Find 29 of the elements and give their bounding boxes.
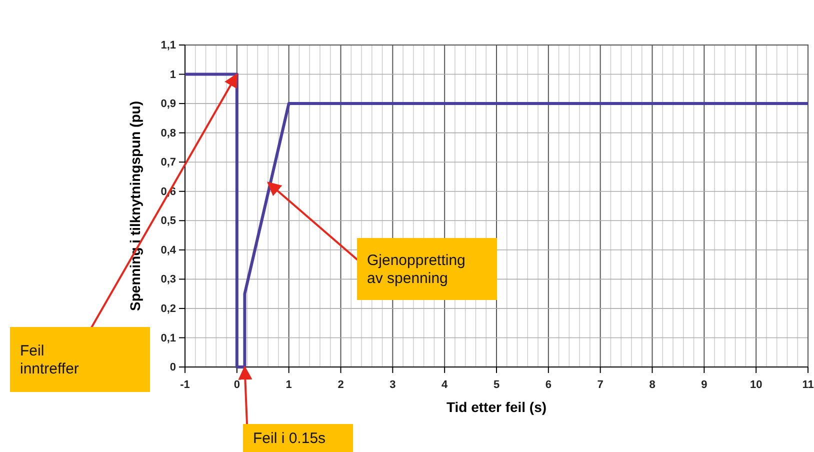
x-tick-label: 8 bbox=[649, 379, 656, 392]
x-tick-label: 9 bbox=[701, 379, 708, 392]
annotation: Gjenoppretting av spenning bbox=[367, 252, 466, 287]
y-tick-label: 0,5 bbox=[160, 215, 176, 228]
y-tick-label: 0 bbox=[170, 362, 176, 374]
y-tick-label: 0,2 bbox=[160, 302, 176, 315]
x-tick-label: -1 bbox=[180, 379, 190, 392]
annotation: Feil i 0.15s bbox=[253, 430, 326, 447]
y-tick-label: 0,1 bbox=[160, 332, 176, 344]
x-tick-label: 4 bbox=[442, 379, 449, 392]
x-tick-label: 5 bbox=[493, 379, 500, 392]
y-tick-label: 0,4 bbox=[160, 244, 177, 256]
x-tick-label: 11 bbox=[802, 379, 814, 392]
x-tick-label: 0 bbox=[234, 379, 240, 392]
x-tick-label: 10 bbox=[750, 379, 762, 392]
x-tick-label: 1 bbox=[286, 379, 292, 392]
x-tick-label: 3 bbox=[390, 379, 396, 392]
y-tick-label: 1 bbox=[170, 68, 176, 81]
x-tick-label: 6 bbox=[545, 379, 552, 392]
y-tick-label: 1,1 bbox=[160, 40, 176, 52]
y-axis-title: Spenning i tilknytningspun (pu) bbox=[127, 101, 143, 311]
y-tick-label: 0,9 bbox=[160, 98, 176, 110]
x-tick-label: 7 bbox=[597, 379, 604, 392]
y-tick-label: 0,7 bbox=[160, 156, 176, 169]
x-tick-label: 2 bbox=[338, 379, 344, 392]
y-tick-label: 0,8 bbox=[160, 127, 176, 140]
x-axis-title: Tid etter feil (s) bbox=[446, 399, 547, 415]
y-tick-label: 0,3 bbox=[160, 274, 176, 286]
annotation: Feil inntreffer bbox=[20, 342, 79, 378]
